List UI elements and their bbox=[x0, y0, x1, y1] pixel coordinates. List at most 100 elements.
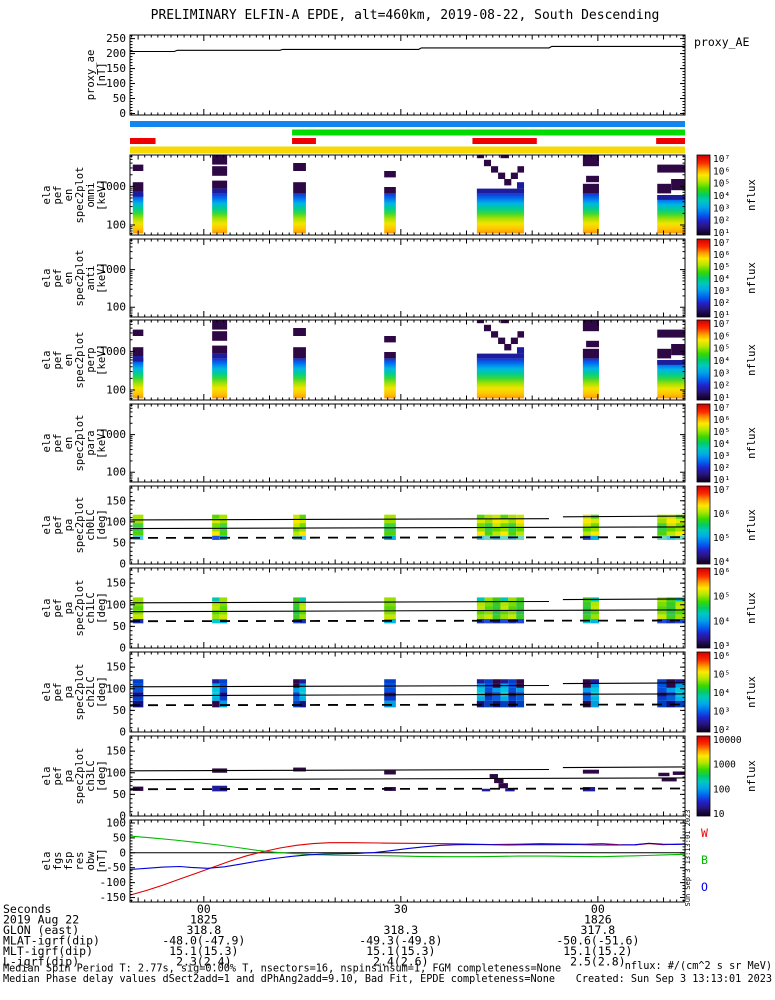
spectro-dark-cell bbox=[293, 328, 306, 336]
pitch-cell bbox=[657, 601, 667, 607]
pitch-cell bbox=[508, 523, 517, 528]
axis-title-word: [deg] bbox=[96, 760, 108, 792]
pitch-cell bbox=[500, 614, 509, 620]
pitch-cell bbox=[666, 531, 676, 536]
colorbar-tick-label: 10⁶ bbox=[713, 567, 730, 578]
colorbar-tick-label: 10¹ bbox=[713, 393, 730, 404]
panel-proxy_ae: 0 50 100 150 200 250 proxy_ae [nT] proxy_AE bbox=[85, 32, 749, 120]
bottom-row-value: 15.1(15.2) bbox=[563, 944, 632, 958]
spectro-dark-cell bbox=[212, 331, 228, 341]
colorbar-tick-label: 10¹ bbox=[713, 475, 730, 486]
spectro-dark-cell bbox=[476, 188, 525, 194]
pitch-cell bbox=[293, 518, 300, 524]
spectro-dark-cell bbox=[476, 353, 525, 359]
pitch-cell bbox=[500, 514, 509, 519]
pitch-cell bbox=[494, 777, 504, 784]
footer-right-2: Created: Sun Sep 3 13:13:01 2023 bbox=[576, 974, 772, 985]
spectro-burst bbox=[582, 358, 599, 399]
axis-title-word: omni bbox=[85, 182, 97, 207]
y-tick-label: 0 bbox=[119, 642, 126, 655]
ninety-deg-dashed-line bbox=[129, 536, 686, 539]
bar-green bbox=[292, 129, 685, 136]
fgm-legend-O: O bbox=[701, 880, 708, 894]
pitch-cell bbox=[492, 614, 501, 620]
spectro-dark-cell bbox=[657, 360, 685, 365]
plot-title: PRELIMINARY ELFIN-A EPDE, alt=460km, 201… bbox=[150, 8, 660, 23]
axis-title-word: ela bbox=[41, 599, 53, 618]
pitch-cell bbox=[132, 614, 144, 620]
axis-title-word: fgs bbox=[52, 852, 64, 871]
proxy-ae-right-label: proxy_AE bbox=[694, 35, 749, 49]
colorbar-tick-label: 100 bbox=[713, 784, 730, 795]
pitch-cell bbox=[516, 700, 525, 708]
pitch-cell bbox=[516, 687, 525, 693]
spectro-dark-cell bbox=[504, 344, 512, 351]
spectro-burst bbox=[293, 358, 306, 399]
spectro-dark-cell bbox=[132, 182, 144, 191]
axis-title-word: pef bbox=[52, 767, 64, 786]
spectro-dark-cell bbox=[671, 344, 685, 356]
pitch-cell bbox=[293, 679, 300, 684]
panel-frame bbox=[129, 735, 686, 817]
spectro-dark-cell bbox=[132, 191, 144, 197]
axis-title-word: [deg] bbox=[96, 592, 108, 624]
axis-title-word: pef bbox=[52, 683, 64, 702]
spectro-dark-cell bbox=[384, 187, 396, 194]
colorbar-tick-label: 10⁴ bbox=[713, 688, 730, 699]
colorbar-tick-label: 10⁷ bbox=[713, 403, 730, 414]
pitch-cell bbox=[484, 687, 493, 693]
pitch-cell bbox=[516, 606, 525, 611]
panel-en_omni: 100 1000 ela pef en spec2plot omni [keV] bbox=[41, 154, 686, 236]
spectro-dark-cell bbox=[491, 166, 499, 173]
colorbar-tick-label: 10⁶ bbox=[713, 166, 730, 177]
colorbar-strip bbox=[697, 652, 710, 732]
colorbar-strip bbox=[697, 568, 710, 648]
axis-title-word: ela bbox=[41, 516, 53, 535]
pitch-cell bbox=[590, 683, 599, 688]
pitch-cell bbox=[384, 610, 396, 615]
pitch-cell bbox=[481, 788, 491, 792]
axis-title-word: res bbox=[74, 852, 86, 871]
pitch-cell bbox=[675, 700, 685, 708]
pitch-cell bbox=[219, 531, 228, 536]
axis-title-word: spec2plot bbox=[74, 580, 86, 637]
pitch-cell bbox=[675, 518, 685, 524]
bar-red bbox=[472, 138, 537, 144]
spectro-burst bbox=[132, 358, 144, 399]
pitch-cell bbox=[675, 601, 685, 607]
pitch-cell bbox=[299, 679, 306, 684]
ninety-deg-dashed-line bbox=[129, 703, 686, 707]
colorbar-tick-label: 10² bbox=[713, 725, 730, 736]
pitch-cell bbox=[657, 610, 667, 615]
axis-title-word: pef bbox=[52, 269, 64, 288]
pitch-cell bbox=[590, 619, 599, 624]
data-line bbox=[129, 842, 686, 871]
colorbar-tick-label: 10⁵ bbox=[713, 179, 730, 190]
colorbar-tick-label: 10⁵ bbox=[713, 592, 730, 603]
colorbar-tick-label: 10⁴ bbox=[713, 191, 730, 202]
axis-title-word: spec2plot bbox=[74, 748, 86, 805]
colorbar-axis-label: nflux bbox=[746, 427, 758, 459]
pitch-cell bbox=[657, 614, 667, 620]
pitch-cell bbox=[219, 523, 228, 528]
spectro-dark-cell bbox=[657, 329, 685, 338]
pitch-cell bbox=[657, 518, 667, 524]
colorbar-tick-label: 10 bbox=[713, 809, 725, 820]
colorbar-axis-label: nflux bbox=[746, 509, 758, 541]
pitch-cell bbox=[500, 700, 509, 708]
spectro-burst bbox=[293, 193, 306, 234]
pitch-cell bbox=[657, 696, 667, 701]
pitch-cell bbox=[582, 679, 591, 684]
footer-left-1: Median Spin Period T: 2.77s, sig=0.00% T… bbox=[3, 964, 561, 975]
spectro-dark-cell bbox=[476, 320, 484, 324]
axis-title-word: pa bbox=[63, 686, 75, 699]
pitch-cell bbox=[657, 531, 667, 536]
pitch-cell bbox=[484, 597, 493, 602]
y-tick-label: 0 bbox=[119, 726, 126, 739]
pitch-cell bbox=[132, 687, 144, 693]
axis-title-word: spec2plot bbox=[74, 415, 86, 472]
pitch-cell bbox=[484, 535, 493, 540]
y-tick-label: 150 bbox=[106, 745, 126, 758]
pitch-cell bbox=[675, 535, 685, 540]
losscone-line-lower bbox=[129, 693, 686, 697]
